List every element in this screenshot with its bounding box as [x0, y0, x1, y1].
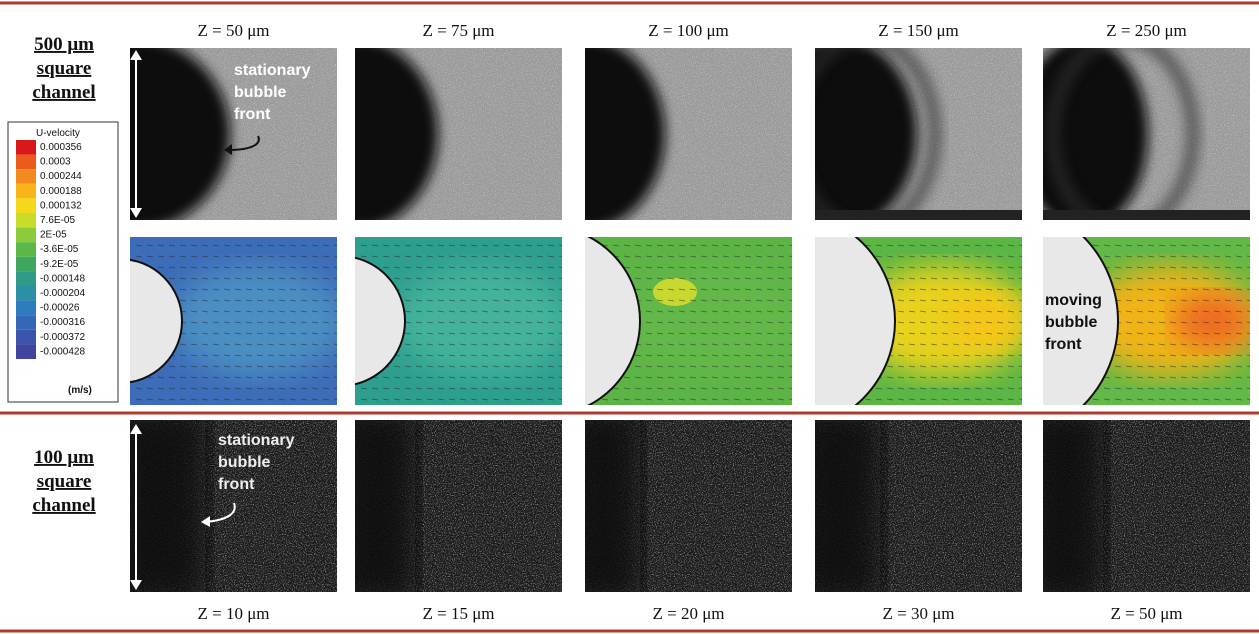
- legend-swatch: [16, 169, 36, 184]
- annotation: bubble: [218, 454, 271, 471]
- legend-swatch: [16, 301, 36, 316]
- legend-label: 0.0003: [40, 157, 71, 168]
- legend-swatch: [16, 242, 36, 257]
- annotation: bubble: [1045, 314, 1098, 331]
- annotation: bubble: [234, 84, 287, 101]
- dark-zone: [1023, 410, 1103, 602]
- column-label: Z = 100 μm: [648, 21, 729, 40]
- micrograph: [565, 410, 792, 602]
- legend-title: U-velocity: [36, 128, 80, 139]
- legend-swatch: [16, 257, 36, 272]
- legend-swatch: [16, 184, 36, 199]
- legend-swatch: [16, 271, 36, 286]
- figure: Z = 50 μm Z = 75 μm Z = 100 μm Z = 150 μm Z …: [0, 0, 1259, 634]
- legend-label: 0.000356: [40, 142, 82, 153]
- legend-label: 0.000188: [40, 186, 82, 197]
- annotation: moving: [1045, 292, 1102, 309]
- column-label: Z = 250 μm: [1106, 21, 1187, 40]
- row-label: channel: [32, 82, 95, 103]
- column-label: Z = 75 μm: [422, 21, 494, 40]
- bottom-shade: [1043, 210, 1250, 220]
- row-label: 100 μm: [34, 447, 94, 468]
- legend-label: -0.000148: [40, 273, 85, 284]
- legend-label: -3.6E-05: [40, 244, 79, 255]
- row-label: 500 μm: [34, 34, 94, 55]
- annotation: front: [218, 476, 255, 493]
- field-peak: [1173, 293, 1253, 349]
- dark-zone: [110, 410, 205, 602]
- field-core: [396, 266, 570, 377]
- legend-label: -0.000204: [40, 288, 85, 299]
- micrograph: [795, 410, 1022, 602]
- legend-label: 2E-05: [40, 230, 67, 241]
- panels: Z = 50 μm Z = 75 μm Z = 100 μm Z = 150 μm Z …: [8, 21, 1258, 623]
- legend-label: -0.000316: [40, 317, 85, 328]
- column-label: Z = 50 μm: [1110, 604, 1182, 623]
- column-label: Z = 15 μm: [422, 604, 494, 623]
- legend-swatch: [16, 344, 36, 359]
- dark-zone: [565, 410, 640, 602]
- legend-label: -0.00026: [40, 303, 80, 314]
- micrograph: [763, 38, 1022, 230]
- row-label: channel: [32, 495, 95, 516]
- field-peak: [653, 278, 697, 306]
- dark-zone: [795, 410, 880, 602]
- legend-swatch: [16, 213, 36, 228]
- legend-label: -0.000372: [40, 332, 85, 343]
- bubble: [1018, 38, 1148, 230]
- legend-swatch: [16, 198, 36, 213]
- field-core: [626, 266, 800, 377]
- legend-label: 7.6E-05: [40, 215, 75, 226]
- row-label: square: [37, 471, 92, 492]
- bottom-shade: [815, 210, 1022, 220]
- legend-unit: (m/s): [68, 385, 92, 396]
- column-label: Z = 10 μm: [197, 604, 269, 623]
- column-label: Z = 30 μm: [882, 604, 954, 623]
- row-label: square: [37, 58, 92, 79]
- column-label: Z = 50 μm: [197, 21, 269, 40]
- legend-swatch: [16, 140, 36, 155]
- annotation: front: [1045, 336, 1082, 353]
- legend-label: -0.000428: [40, 346, 85, 357]
- legend-swatch: [16, 330, 36, 345]
- column-label: Z = 150 μm: [878, 21, 959, 40]
- field-core: [171, 266, 345, 377]
- legend-label: 0.000244: [40, 171, 82, 182]
- legend-label: -9.2E-05: [40, 259, 79, 270]
- annotation: front: [234, 106, 271, 123]
- dark-zone: [335, 410, 415, 602]
- legend-label: 0.000132: [40, 200, 82, 211]
- annotation: stationary: [234, 62, 311, 79]
- annotation: stationary: [218, 432, 295, 449]
- legend-swatch: [16, 228, 36, 243]
- legend-swatch: [16, 286, 36, 301]
- column-label: Z = 20 μm: [652, 604, 724, 623]
- micrograph: [335, 410, 562, 602]
- micrograph: [1018, 38, 1250, 230]
- micrograph: [1023, 410, 1250, 602]
- field-peak: [945, 293, 1025, 349]
- legend-swatch: [16, 155, 36, 170]
- legend-swatch: [16, 315, 36, 330]
